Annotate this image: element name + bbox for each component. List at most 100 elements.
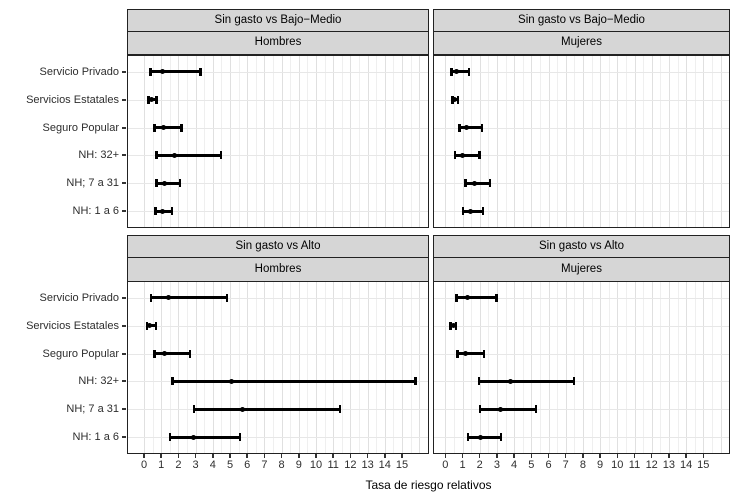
gridline-major	[703, 56, 705, 227]
x-axis-tick-label: 2	[175, 459, 182, 471]
errorbar-cap-high	[478, 151, 481, 160]
gridline-minor	[557, 56, 559, 227]
gridline-minor	[694, 282, 696, 453]
x-axis-tick-label: 6	[545, 459, 552, 471]
errorbar-cap-low	[477, 377, 481, 386]
gridline-category	[434, 211, 729, 213]
x-axis-tick-label: 7	[261, 459, 268, 471]
gridline-minor	[152, 56, 154, 227]
errorbar-cap-low	[466, 433, 470, 442]
point-estimate	[159, 208, 165, 214]
y-axis-tick	[122, 154, 126, 157]
x-axis-tick	[599, 454, 601, 458]
gridline-minor	[359, 56, 360, 227]
errorbar-line	[457, 352, 484, 355]
point-estimate	[465, 295, 471, 301]
errorbar-cap-high	[154, 321, 158, 330]
facet-strip-sex-bottom-right: Mujeres	[433, 257, 730, 282]
gridline-minor	[574, 56, 576, 227]
errorbar-cap-low	[458, 123, 461, 132]
errorbar-cap-low	[464, 179, 467, 188]
gridline-major	[333, 282, 335, 453]
errorbar-line	[465, 182, 491, 185]
y-axis-tick	[122, 408, 126, 411]
errorbar-cap-high	[482, 349, 485, 358]
errorbar-cap-high	[572, 377, 576, 386]
gridline-minor	[221, 56, 223, 227]
x-axis-tick-label: 12	[344, 459, 357, 471]
x-axis-title: Tasa de riesgo relativos	[365, 478, 492, 492]
x-axis-tick	[263, 454, 266, 458]
gridline-minor	[169, 56, 171, 227]
gridline-major	[548, 56, 550, 227]
facet-strip-sex-top-right: Mujeres	[433, 31, 730, 55]
gridline-major	[634, 282, 636, 453]
x-axis-tick	[668, 454, 670, 458]
gridline-minor	[238, 56, 240, 227]
point-estimate	[464, 125, 470, 130]
y-axis-tick	[122, 436, 126, 439]
errorbar-line	[154, 126, 182, 129]
gridline-minor	[488, 282, 490, 453]
point-estimate	[162, 180, 168, 186]
x-axis-tick-label: 8	[278, 459, 285, 471]
errorbar-cap-high	[338, 405, 342, 414]
gridline-major	[161, 282, 163, 453]
point-estimate	[460, 152, 465, 158]
x-axis-tick	[444, 454, 447, 458]
gridline-minor	[711, 56, 713, 227]
gridline-major	[479, 56, 481, 227]
x-axis-tick	[194, 454, 197, 458]
gridline-category	[434, 381, 729, 383]
x-axis-tick-label: 8	[579, 459, 586, 471]
x-axis-tick	[143, 454, 145, 458]
gridline-minor	[453, 56, 455, 227]
y-axis-tick	[122, 98, 126, 101]
gridline-major	[230, 56, 231, 227]
y-axis-tick	[122, 182, 126, 185]
y-axis-category-label: Seguro Popular	[42, 121, 119, 134]
y-axis-category-label: NH: 1 a 6	[72, 431, 119, 444]
gridline-category	[434, 99, 729, 101]
gridline-category	[128, 71, 428, 73]
gridline-major	[178, 282, 180, 453]
point-estimate	[160, 69, 166, 75]
gridline-major	[514, 56, 516, 227]
y-axis-category-label: Servicios Estatales	[26, 93, 119, 106]
gridline-major	[367, 56, 369, 227]
x-axis-tick	[212, 454, 214, 458]
facet-strip-label: Sin gasto vs Alto	[235, 239, 321, 252]
gridline-minor	[557, 282, 559, 453]
gridline-category	[128, 211, 428, 213]
facet-strip-sex-bottom-left: Hombres	[127, 257, 429, 282]
x-axis-tick	[229, 454, 231, 458]
x-axis-tick-label: 1	[459, 459, 466, 471]
gridline-minor	[187, 282, 188, 453]
gridline-major	[384, 282, 386, 453]
gridline-major	[651, 282, 653, 453]
facet-strip-label: Hombres	[254, 36, 302, 49]
gridline-major	[212, 282, 214, 453]
x-axis-tick-label: 14	[679, 459, 693, 471]
gridline-major	[298, 56, 300, 227]
errorbar-cap-high	[467, 67, 471, 76]
x-axis-tick-label: 10	[309, 459, 323, 471]
gridline-major	[565, 282, 567, 453]
x-axis-tick	[564, 454, 567, 458]
y-axis-category-label: Servicio Privado	[39, 65, 119, 78]
x-axis-tick-label: 10	[611, 459, 624, 471]
gridline-major	[281, 282, 283, 453]
gridline-major	[384, 56, 386, 227]
errorbar-line	[454, 154, 480, 157]
errorbar-line	[169, 436, 241, 439]
gridline-major	[514, 282, 516, 453]
gridline-major	[247, 56, 249, 227]
x-axis-tick-label: 9	[295, 459, 302, 471]
gridline-minor	[505, 282, 507, 453]
gridline-major	[600, 282, 602, 453]
y-axis-category-label: NH: 32+	[78, 149, 119, 162]
x-axis-tick	[582, 454, 584, 458]
gridline-major	[651, 56, 653, 227]
facet-strip-comparison-top-left: Sin gasto vs Bajo−Medio	[127, 9, 429, 32]
gridline-major	[686, 282, 688, 453]
